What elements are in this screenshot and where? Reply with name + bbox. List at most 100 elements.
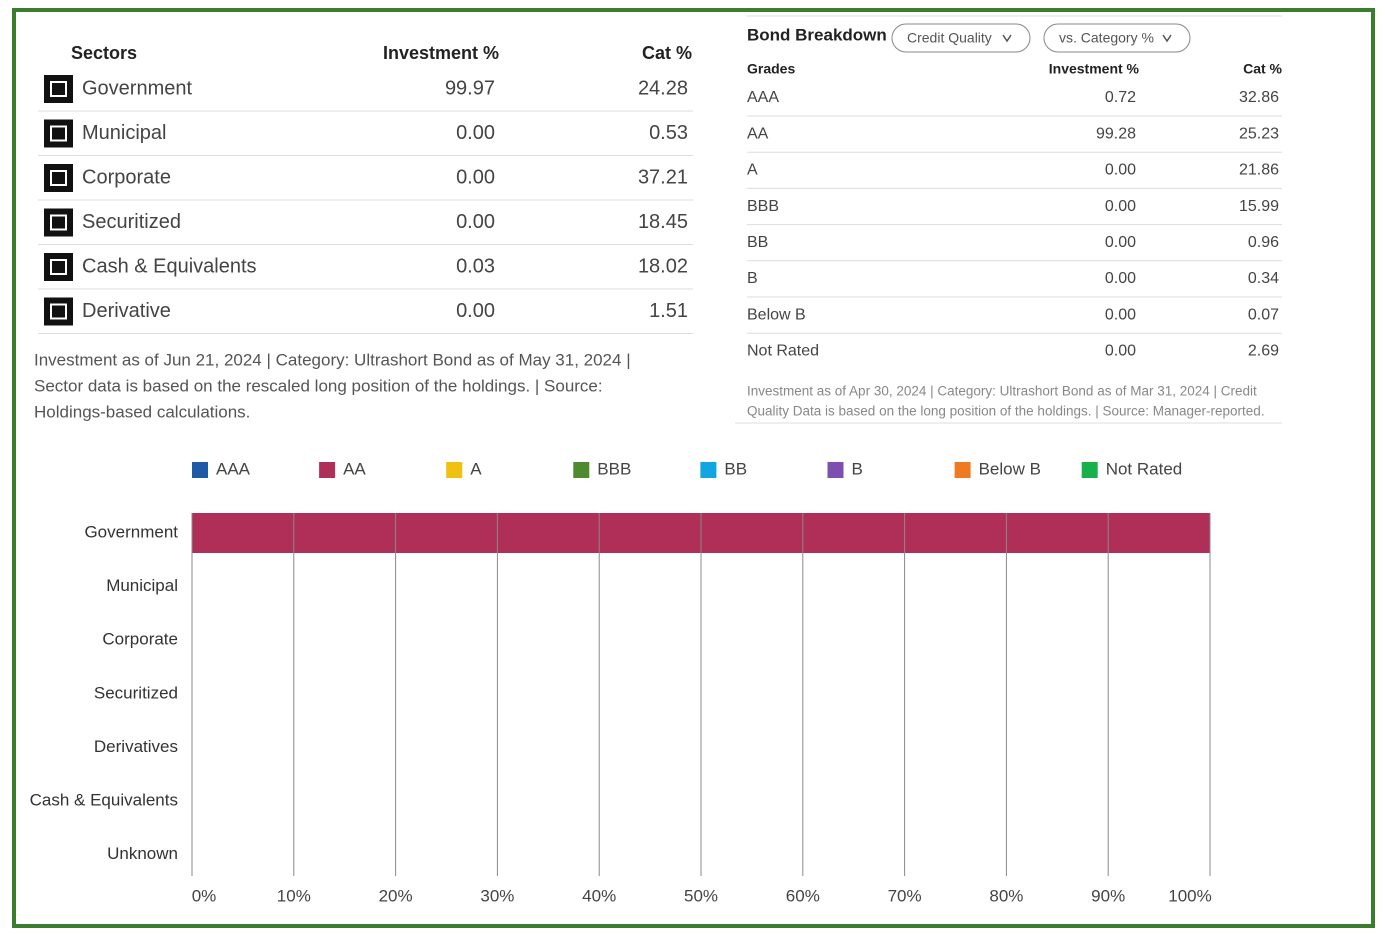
cat-value: 25.23 [1239,125,1279,142]
category-label: Derivatives [94,737,178,756]
icon-glyph [50,259,67,275]
investment-value: 0.00 [1105,162,1136,179]
cat-value: 32.86 [1239,89,1279,106]
x-tick-label: 50% [684,886,718,905]
sector-icon [44,253,73,281]
investment-value: 0.00 [456,166,495,188]
cat-value: 15.99 [1239,198,1279,215]
investment-value: 0.00 [456,300,495,322]
footnote: Quality Data is based on the long positi… [747,404,1265,419]
frame [12,8,1375,928]
footnote: Holdings-based calculations. [34,402,250,421]
cat-value: 37.21 [638,166,688,188]
grade: Below B [747,306,806,323]
cat-value: 2.69 [1248,343,1279,360]
investment-value: 0.00 [1105,234,1136,251]
sector-icon [44,164,73,192]
x-tick-label: 80% [989,886,1023,905]
legend-swatch [954,462,971,478]
legend-label: BBB [597,459,631,478]
legend-swatch [700,462,717,478]
legend-swatch [827,462,844,478]
legend-label: AAA [216,459,251,478]
footnote: Sector data is based on the rescaled lon… [34,376,603,395]
x-tick-label: 10% [277,886,311,905]
legend-swatch [319,462,336,478]
cat-value: 0.07 [1248,306,1279,323]
investment-value: 0.03 [456,255,495,277]
investment-value: 99.97 [445,77,495,99]
investment-value: 0.00 [1105,198,1136,215]
category-label: Corporate [102,630,178,649]
legend-label: Not Rated [1106,459,1183,478]
chevron [1162,34,1172,43]
grade: AA [747,125,769,142]
investment-value: 0.00 [1105,270,1136,287]
cat-value: 0.96 [1248,234,1279,251]
credit-quality-button[interactable] [891,23,1031,53]
cat-value: 21.86 [1239,162,1279,179]
category-label: Securitized [94,683,178,702]
x-tick-label: 20% [379,886,413,905]
grade: Not Rated [747,343,819,360]
legend-label: BB [724,459,747,478]
grade: A [747,162,758,179]
investment-value: 0.00 [456,122,495,144]
bond-title: Bond Breakdown [747,25,887,44]
category-label: Government [84,522,178,541]
cat-value: 18.02 [638,255,688,277]
x-tick-label: 70% [888,886,922,905]
icon-glyph [50,303,67,320]
x-tick-label: 0% [192,886,217,905]
cat-value: 18.45 [638,211,688,233]
investment-value: 0.00 [456,211,495,233]
x-tick-label: 30% [480,886,514,905]
chevron [1002,34,1012,43]
header: Investment % [1049,61,1140,77]
grade: BB [747,234,768,251]
legend-label: B [852,459,863,478]
sector-name: Corporate [82,166,171,188]
x-tick-label: 100% [1168,886,1211,905]
x-tick-label: 90% [1091,886,1125,905]
icon-glyph [50,125,67,142]
header: Cat % [1243,61,1282,77]
grade: BBB [747,198,779,215]
button-label: Credit Quality [907,30,992,46]
sector-name: Derivative [82,300,171,322]
x-tick-label: 40% [582,886,616,905]
legend-label: AA [343,459,366,478]
icon-glyph [50,170,67,186]
legend-swatch [1081,462,1098,478]
header: Sectors [71,43,137,63]
header: Grades [747,61,795,77]
category-label: Municipal [106,576,178,595]
header: Investment % [383,43,499,63]
investment-value: 0.00 [1105,306,1136,323]
sector-icon [44,297,73,326]
footnote: Investment as of Jun 21, 2024 | Category… [34,350,631,369]
cat-value: 0.34 [1248,270,1279,287]
footnote: Investment as of Apr 30, 2024 | Category… [747,384,1257,399]
sector-icon [44,119,73,148]
legend-swatch [192,462,208,478]
sector-name: Government [82,77,192,99]
grade: AAA [747,89,779,106]
sector-icon [44,75,73,103]
sector-name: Municipal [82,122,166,144]
category-label: Cash & Equivalents [30,790,178,809]
sector-name: Cash & Equivalents [82,255,257,277]
investment-value: 0.72 [1105,89,1136,106]
x-tick-label: 60% [786,886,820,905]
investment-value: 99.28 [1096,125,1136,142]
investment-value: 0.00 [1105,343,1136,360]
cat-value: 1.51 [649,300,688,322]
legend-label: Below B [979,459,1041,478]
category-label: Unknown [107,844,178,863]
icon-glyph [50,81,67,97]
vs-category-button[interactable] [1043,23,1191,53]
sector-icon [44,208,73,237]
sector-name: Securitized [82,211,181,233]
